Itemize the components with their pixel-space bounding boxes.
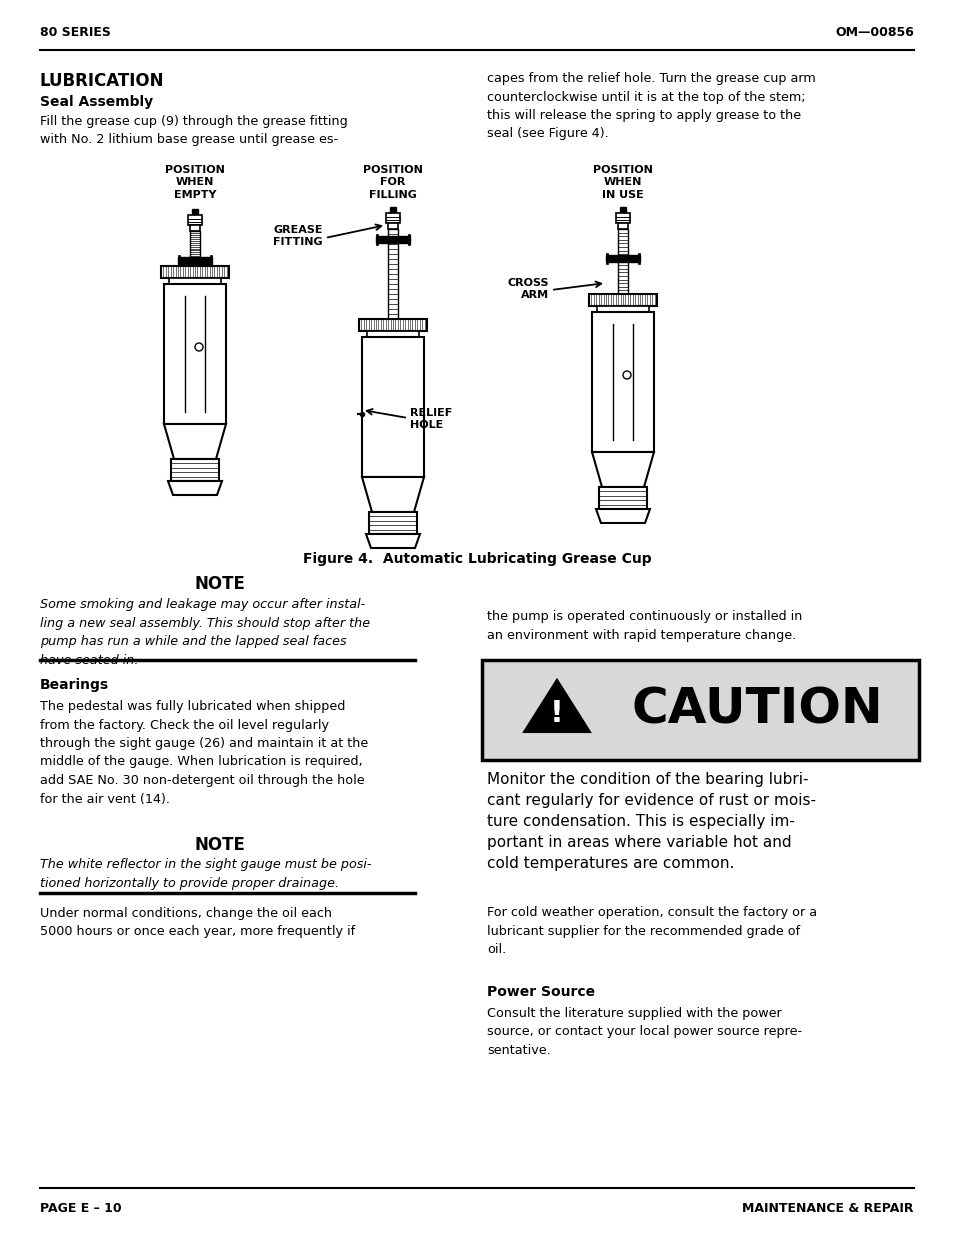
- FancyBboxPatch shape: [618, 224, 627, 228]
- Text: Figure 4.  Automatic Lubricating Grease Cup: Figure 4. Automatic Lubricating Grease C…: [302, 552, 651, 566]
- FancyBboxPatch shape: [388, 228, 397, 319]
- FancyBboxPatch shape: [386, 212, 399, 224]
- FancyBboxPatch shape: [178, 256, 180, 267]
- Text: MAINTENANCE & REPAIR: MAINTENANCE & REPAIR: [741, 1202, 913, 1214]
- Text: POSITION
WHEN
EMPTY: POSITION WHEN EMPTY: [165, 165, 225, 200]
- Polygon shape: [596, 509, 649, 522]
- FancyBboxPatch shape: [375, 236, 410, 243]
- Circle shape: [194, 343, 203, 351]
- Polygon shape: [164, 424, 226, 459]
- Text: Seal Assembly: Seal Assembly: [40, 95, 153, 109]
- FancyBboxPatch shape: [190, 225, 200, 231]
- Text: CROSS
ARM: CROSS ARM: [507, 278, 548, 300]
- FancyBboxPatch shape: [375, 235, 377, 246]
- FancyBboxPatch shape: [190, 231, 200, 266]
- FancyBboxPatch shape: [171, 459, 219, 480]
- FancyBboxPatch shape: [618, 228, 627, 294]
- Text: RELIEF
HOLE: RELIEF HOLE: [410, 408, 452, 431]
- FancyBboxPatch shape: [161, 266, 229, 278]
- Text: The white reflector in the sight gauge must be posi-
tioned horizontally to prov: The white reflector in the sight gauge m…: [40, 858, 371, 889]
- FancyBboxPatch shape: [616, 212, 629, 224]
- Text: Under normal conditions, change the oil each
5000 hours or once each year, more : Under normal conditions, change the oil …: [40, 906, 355, 939]
- FancyBboxPatch shape: [592, 312, 654, 452]
- FancyBboxPatch shape: [388, 224, 397, 228]
- FancyBboxPatch shape: [638, 253, 639, 264]
- Text: !: !: [550, 699, 563, 727]
- Text: Monitor the condition of the bearing lubri-
cant regularly for evidence of rust : Monitor the condition of the bearing lub…: [486, 772, 815, 871]
- FancyBboxPatch shape: [481, 659, 918, 760]
- FancyBboxPatch shape: [390, 207, 395, 212]
- Polygon shape: [523, 679, 589, 732]
- FancyBboxPatch shape: [588, 294, 657, 306]
- FancyBboxPatch shape: [164, 284, 226, 424]
- Text: capes from the relief hole. Turn the grease cup arm
counterclockwise until it is: capes from the relief hole. Turn the gre…: [486, 72, 815, 141]
- Circle shape: [622, 370, 630, 379]
- Text: LUBRICATION: LUBRICATION: [40, 72, 164, 90]
- Text: Bearings: Bearings: [40, 678, 109, 692]
- Text: Power Source: Power Source: [486, 986, 595, 999]
- FancyBboxPatch shape: [605, 254, 639, 262]
- FancyBboxPatch shape: [188, 215, 202, 225]
- FancyBboxPatch shape: [192, 209, 198, 215]
- FancyBboxPatch shape: [210, 256, 212, 267]
- Text: NOTE: NOTE: [194, 836, 245, 853]
- Polygon shape: [592, 452, 654, 487]
- Text: PAGE E – 10: PAGE E – 10: [40, 1202, 121, 1214]
- Text: Some smoking and leakage may occur after instal-
ling a new seal assembly. This : Some smoking and leakage may occur after…: [40, 598, 370, 667]
- Polygon shape: [361, 477, 423, 513]
- FancyBboxPatch shape: [358, 319, 427, 331]
- Text: For cold weather operation, consult the factory or a
lubricant supplier for the : For cold weather operation, consult the …: [486, 906, 817, 956]
- Text: POSITION
WHEN
IN USE: POSITION WHEN IN USE: [593, 165, 652, 200]
- FancyBboxPatch shape: [408, 235, 410, 246]
- FancyBboxPatch shape: [361, 337, 423, 477]
- Text: Fill the grease cup (9) through the grease fitting
with No. 2 lithium base greas: Fill the grease cup (9) through the grea…: [40, 115, 348, 147]
- FancyBboxPatch shape: [178, 257, 212, 264]
- Text: CAUTION: CAUTION: [631, 685, 882, 734]
- Text: GREASE
FITTING: GREASE FITTING: [274, 225, 323, 247]
- Text: POSITION
FOR
FILLING: POSITION FOR FILLING: [363, 165, 422, 200]
- FancyBboxPatch shape: [367, 331, 418, 337]
- Polygon shape: [168, 480, 222, 495]
- Text: Consult the literature supplied with the power
source, or contact your local pow: Consult the literature supplied with the…: [486, 1007, 801, 1057]
- Polygon shape: [366, 534, 419, 548]
- FancyBboxPatch shape: [597, 306, 648, 312]
- FancyBboxPatch shape: [619, 207, 625, 212]
- Text: The pedestal was fully lubricated when shipped
from the factory. Check the oil l: The pedestal was fully lubricated when s…: [40, 700, 368, 805]
- FancyBboxPatch shape: [369, 513, 416, 534]
- Text: NOTE: NOTE: [194, 576, 245, 593]
- Text: the pump is operated continuously or installed in
an environment with rapid temp: the pump is operated continuously or ins…: [486, 610, 801, 641]
- Text: OM—00856: OM—00856: [834, 26, 913, 40]
- Text: 80 SERIES: 80 SERIES: [40, 26, 111, 40]
- FancyBboxPatch shape: [598, 487, 646, 509]
- FancyBboxPatch shape: [605, 253, 607, 264]
- FancyBboxPatch shape: [169, 278, 221, 284]
